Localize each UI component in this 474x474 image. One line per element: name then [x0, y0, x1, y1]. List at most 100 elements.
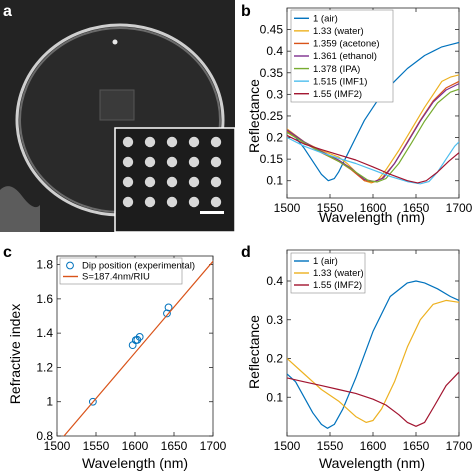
sem-pillar: [210, 176, 222, 188]
sem-pillar: [144, 136, 156, 148]
legend-entry: 1 (air): [313, 256, 338, 267]
legend-box: [59, 257, 183, 285]
legend-entry: 1.361 (ethanol): [313, 51, 377, 62]
panel-d: d Reflectance Wavelength (nm) 1500 1550 16…: [241, 244, 473, 471]
series-group: [287, 280, 459, 429]
panel-a: a: [0, 0, 236, 233]
series-line: [287, 83, 459, 183]
sem-pillar: [210, 196, 222, 208]
y-tick-label: 0.25: [260, 109, 284, 123]
series-line: [287, 134, 459, 184]
sem-pillar: [188, 156, 200, 168]
sem-particle: [112, 39, 118, 45]
x-tick-label: 1550: [83, 439, 110, 453]
x-tick-label: 1700: [446, 201, 473, 215]
y-tick-label: 1.8: [36, 258, 53, 272]
sem-inset-pillars: [122, 136, 222, 208]
y-tick-label: 0.1: [266, 390, 283, 404]
sem-pillar: [188, 176, 200, 188]
sem-pillar: [166, 136, 178, 148]
x-axis-label: Wavelength (nm): [319, 209, 425, 225]
y-tick-label: 0.4: [266, 44, 283, 58]
sem-pillar: [122, 196, 134, 208]
sem-pillar: [166, 196, 178, 208]
legend-entry: 1.55 (IMF2): [313, 280, 362, 291]
y-tick-label: 1: [46, 395, 53, 409]
series-line: [287, 371, 459, 427]
x-tick-label: 1500: [274, 439, 301, 453]
x-tick-label: 1700: [446, 439, 473, 453]
y-tick-label: 1.2: [36, 360, 53, 374]
series-line: [287, 299, 459, 423]
x-tick-label: 1600: [360, 439, 387, 453]
sem-pillar: [144, 156, 156, 168]
plot-area: 1500 1550 1600 1650 1700 0.8 1 1.2 1.4 1.6 1.8 Dip …: [36, 255, 227, 453]
x-tick-label: 1600: [360, 201, 387, 215]
legend: 1 (air)1.33 (water)1.55 (IMF2): [290, 252, 366, 294]
legend: 1 (air) 1.33 (water) 1.359 (acetone)1.361 …: [290, 9, 394, 103]
y-axis-label: Reflectance: [246, 79, 262, 153]
data-point: [164, 303, 173, 312]
sem-pillar: [144, 176, 156, 188]
y-tick-label: 0.8: [36, 429, 53, 443]
y-tick-label: 1.6: [36, 292, 53, 306]
legend-entry: 1.378 (IPA): [313, 64, 360, 75]
y-tick-label: 0.2: [266, 131, 283, 145]
legend-entry: Dip position (experimental): [82, 261, 195, 272]
x-axis-label: Wavelength (nm): [319, 455, 425, 471]
series-line: [287, 136, 459, 185]
sem-pillar: [188, 136, 200, 148]
series-group: [287, 41, 459, 185]
y-tick-label: 0.45: [260, 23, 284, 37]
panel-b: b Reflectance Wavelength (nm) 1500 1550 16…: [241, 3, 473, 225]
y-tick-label: 0.3: [266, 87, 283, 101]
sem-nanopillar-array: [99, 89, 135, 121]
legend-entry: 1.515 (IMF1): [313, 76, 367, 87]
y-tick-label: 0.3: [266, 313, 283, 327]
series-line: [287, 41, 459, 182]
y-tick-label: 0.15: [260, 152, 284, 166]
x-tick-label: 1700: [200, 439, 227, 453]
sem-pillar: [210, 156, 222, 168]
y-tick-label: 0.35: [260, 66, 284, 80]
sem-pillar: [166, 176, 178, 188]
plot-frame: [56, 255, 214, 437]
y-tick-label: 1.4: [36, 326, 53, 340]
x-tick-label: 1650: [161, 439, 188, 453]
sem-pillar: [210, 136, 222, 148]
data-point: [163, 309, 171, 318]
x-tick-label: 1550: [317, 439, 344, 453]
sem-pillar: [122, 156, 134, 168]
sem-pillar: [166, 156, 178, 168]
x-tick-label: 1500: [44, 439, 71, 453]
sem-debris: [0, 186, 40, 232]
panel-c: c Refractive index Wavelength (nm) 1500 1…: [3, 244, 227, 471]
y-axis-label: Reflectance: [246, 315, 262, 389]
y-tick-label: 0.2: [266, 352, 283, 366]
data-point: [88, 397, 97, 406]
x-tick-label: 1650: [403, 439, 430, 453]
y-tick-label: 0.4: [266, 274, 283, 288]
legend-entry: 1.359 (acetone): [313, 39, 380, 50]
sem-pillar: [188, 196, 200, 208]
legend-entry: S=187.4nm/RIU: [82, 272, 150, 283]
sem-pillar: [122, 136, 134, 148]
x-tick-label: 1500: [274, 201, 301, 215]
series-line: [287, 280, 459, 429]
data-point: [135, 333, 144, 341]
legend-entry: 1.55 (IMF2): [313, 89, 362, 100]
y-tick-label: 0.1: [266, 174, 283, 188]
x-tick-label: 1550: [317, 201, 344, 215]
y-axis-label: Refractive index: [7, 304, 23, 404]
legend-entry: 1.33 (water): [313, 268, 364, 279]
series-group: [63, 260, 213, 436]
panel-label-b: b: [241, 3, 251, 20]
series-line: [63, 260, 213, 436]
legend-swatch: [66, 261, 74, 270]
sem-pillar: [144, 196, 156, 208]
x-tick-label: 1600: [122, 439, 149, 453]
panel-label-c: c: [3, 244, 12, 261]
sem-pillar: [122, 176, 134, 188]
